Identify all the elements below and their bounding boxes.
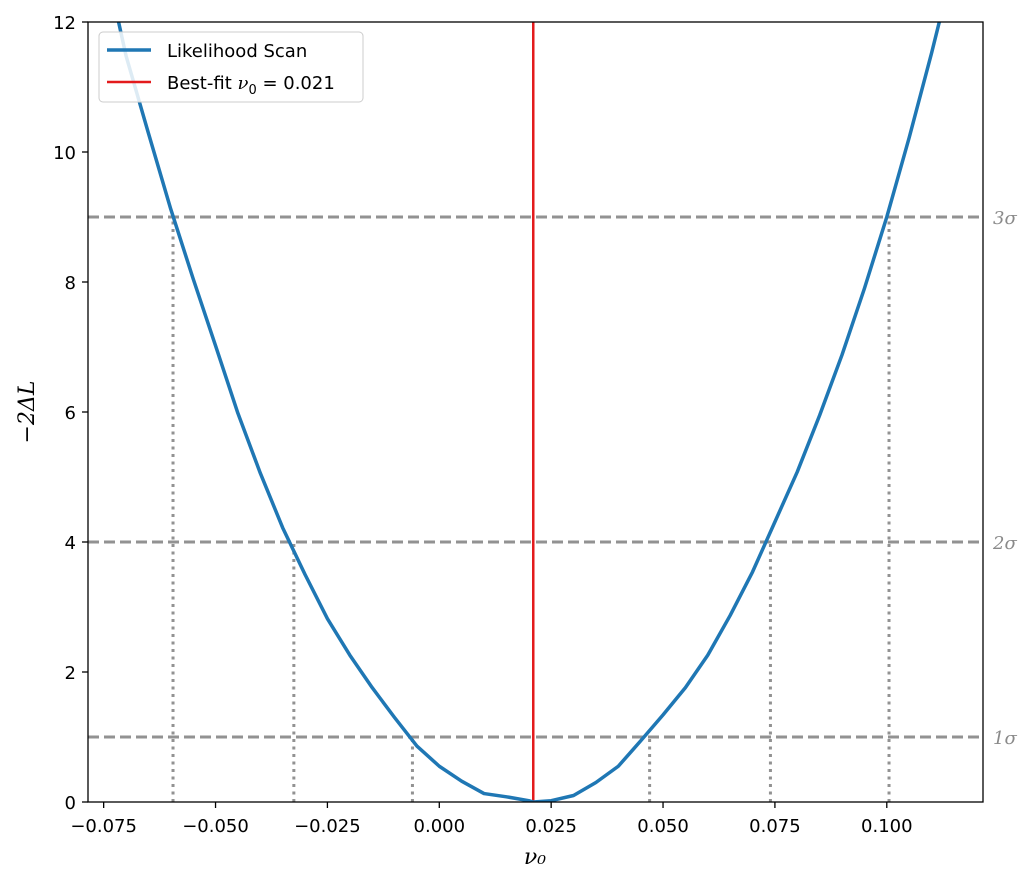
x-tick-label: 0.000 bbox=[414, 816, 466, 837]
y-tick-label: 0 bbox=[65, 793, 76, 814]
sigma-label-2: 2σ bbox=[992, 533, 1017, 554]
y-tick-label: 10 bbox=[53, 143, 76, 164]
best-fit-label-value: = 0.021 bbox=[257, 73, 335, 94]
best-fit-label-symbol: ν bbox=[237, 73, 248, 94]
best-fit-label-subscript: 0 bbox=[248, 83, 256, 98]
y-tick-label: 8 bbox=[65, 273, 76, 294]
threshold-crossing-lines bbox=[171, 217, 891, 802]
x-tick-label: 0.025 bbox=[525, 816, 577, 837]
x-tick-label: 0.050 bbox=[637, 816, 689, 837]
legend: Likelihood Scan Best-fit ν0 = 0.021 bbox=[98, 31, 364, 103]
y-axis-title: −2ΔL bbox=[15, 381, 40, 444]
threshold-lines bbox=[88, 215, 983, 739]
x-tick-label: −0.050 bbox=[182, 816, 249, 837]
best-fit-label-prefix: Best-fit bbox=[167, 73, 237, 94]
legend-label-best-fit: Best-fit ν0 = 0.021 bbox=[167, 73, 335, 98]
x-axis-title: ν₀ bbox=[524, 845, 546, 870]
y-tick-label: 2 bbox=[65, 663, 76, 684]
x-tick-label: 0.075 bbox=[749, 816, 801, 837]
x-tick-label: −0.025 bbox=[294, 816, 361, 837]
y-tick-label: 6 bbox=[65, 403, 76, 424]
sigma-labels: 1σ 2σ 3σ bbox=[992, 208, 1017, 749]
x-axis-ticks: −0.075 −0.050 −0.025 0.000 0.025 0.050 0.075 0.… bbox=[70, 802, 913, 837]
x-tick-label: −0.075 bbox=[70, 816, 137, 837]
sigma-label-3: 3σ bbox=[993, 208, 1017, 229]
likelihood-scan-line bbox=[116, 22, 942, 802]
y-tick-label: 12 bbox=[53, 13, 76, 34]
legend-box bbox=[98, 31, 364, 103]
y-axis-ticks: 0 2 4 6 8 10 12 bbox=[53, 13, 88, 814]
sigma-label-1: 1σ bbox=[993, 728, 1017, 749]
y-tick-label: 4 bbox=[65, 533, 76, 554]
x-tick-label: 0.100 bbox=[861, 816, 913, 837]
legend-label-likelihood-scan: Likelihood Scan bbox=[167, 41, 307, 62]
likelihood-curve-layer bbox=[116, 22, 942, 802]
